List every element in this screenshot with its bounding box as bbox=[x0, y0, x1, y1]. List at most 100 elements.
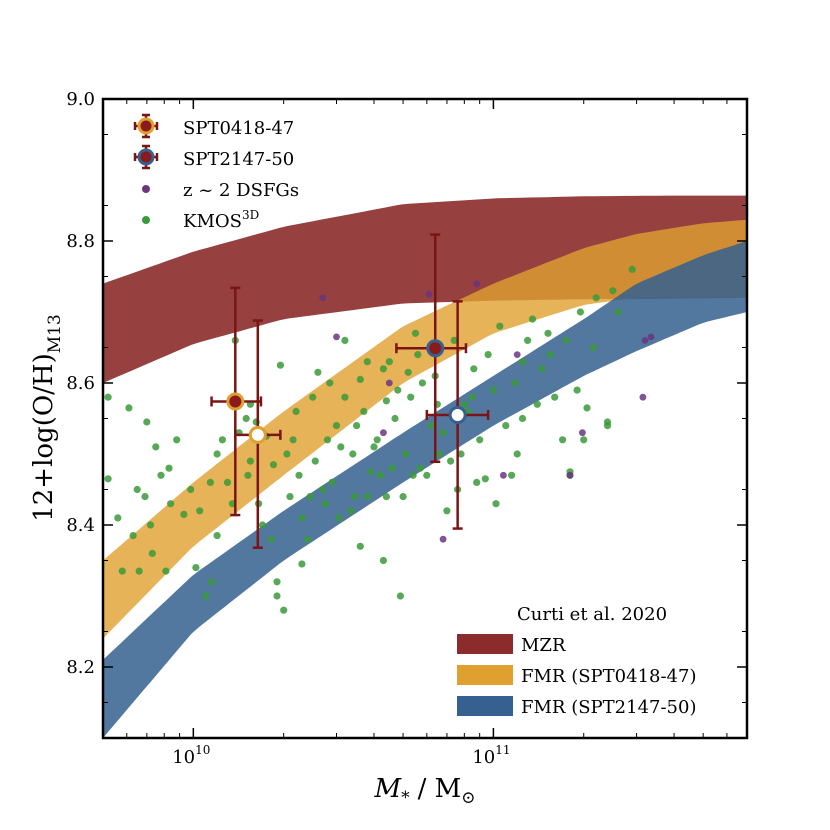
scatter-layer bbox=[104, 265, 655, 614]
x-tick-label: 1011 bbox=[472, 743, 510, 768]
kmos3d-point bbox=[283, 450, 291, 458]
kmos3d-point bbox=[337, 443, 345, 451]
measurement-marker bbox=[426, 339, 445, 358]
kmos3d-point bbox=[289, 436, 297, 444]
dsfg-point bbox=[579, 429, 586, 437]
kmos3d-point bbox=[276, 361, 284, 369]
kmos3d-point bbox=[373, 436, 381, 444]
dsfg-point bbox=[639, 393, 647, 401]
band-1 bbox=[103, 219, 747, 639]
kmos3d-point bbox=[562, 336, 570, 344]
kmos3d-point bbox=[356, 542, 364, 550]
band-2 bbox=[103, 241, 747, 738]
legend-top: SPT0418-47 SPT2147-50 z ~ 2 DSFGs KMOS3D bbox=[133, 113, 299, 232]
legend-label-fmr-spt2147: FMR (SPT2147-50) bbox=[521, 697, 696, 718]
legend-swatch-fmr-spt2147 bbox=[457, 696, 513, 716]
kmos3d-point bbox=[286, 493, 294, 501]
kmos3d-point bbox=[457, 450, 465, 458]
kmos3d-point bbox=[544, 329, 552, 337]
legend-bottom-title: Curti et al. 2020 bbox=[517, 604, 667, 625]
kmos3d-point bbox=[196, 507, 204, 515]
dsfg-point bbox=[473, 280, 481, 287]
kmos3d-point bbox=[314, 368, 322, 376]
kmos3d-point bbox=[492, 500, 500, 508]
kmos3d-point bbox=[484, 351, 492, 359]
legend-bottom: Curti et al. 2020 MZR FMR (SPT0418-47) F… bbox=[457, 604, 696, 718]
kmos3d-point bbox=[439, 429, 447, 437]
legend-swatch-mzr bbox=[457, 634, 513, 654]
kmos3d-point bbox=[538, 365, 546, 373]
kmos3d-point bbox=[416, 464, 424, 472]
kmos3d-point bbox=[353, 422, 361, 430]
legend-kmos-dot bbox=[142, 216, 150, 224]
dsfg-point bbox=[333, 333, 340, 341]
measurement-marker bbox=[448, 405, 467, 424]
kmos3d-point bbox=[311, 457, 319, 465]
kmos3d-point bbox=[407, 393, 415, 401]
axis-ticks: 8.2 8.4 8.6 8.8 9.0 1010 1011 bbox=[66, 89, 748, 768]
kmos3d-point bbox=[321, 500, 329, 508]
kmos3d-point bbox=[376, 471, 384, 479]
kmos3d-point bbox=[379, 556, 387, 565]
kmos3d-point bbox=[244, 471, 252, 479]
kmos3d-point bbox=[435, 450, 443, 458]
kmos3d-point bbox=[409, 471, 417, 479]
kmos3d-point bbox=[609, 287, 617, 295]
kmos3d-point bbox=[157, 471, 165, 479]
measurement-spt0418-47-open- bbox=[234, 319, 282, 549]
legend-marker bbox=[137, 117, 155, 135]
kmos3d-point bbox=[269, 461, 278, 469]
kmos3d-point bbox=[295, 471, 303, 479]
kmos3d-point bbox=[280, 606, 288, 614]
kmos3d-point bbox=[370, 443, 378, 451]
y-axis-label-main: 12+log(O/H) bbox=[29, 353, 59, 522]
legend-label-kmos-main: KMOS bbox=[183, 211, 242, 232]
kmos3d-point bbox=[379, 365, 387, 373]
kmos3d-point bbox=[382, 397, 390, 405]
kmos3d-point bbox=[202, 592, 210, 600]
kmos3d-point bbox=[518, 414, 527, 423]
y-tick-label: 9.0 bbox=[66, 89, 95, 110]
kmos3d-point bbox=[411, 329, 420, 337]
legend-top-symbols bbox=[133, 113, 159, 224]
kmos3d-point bbox=[267, 535, 275, 543]
y-tick-label: 8.8 bbox=[66, 231, 95, 252]
kmos3d-point bbox=[559, 436, 567, 444]
kmos3d-point bbox=[360, 407, 368, 415]
kmos3d-point bbox=[382, 493, 390, 501]
legend-label-kmos-sup: 3D bbox=[242, 208, 259, 222]
kmos3d-point bbox=[323, 436, 332, 444]
kmos3d-point bbox=[292, 407, 300, 415]
kmos3d-point bbox=[394, 386, 402, 394]
kmos3d-point bbox=[146, 521, 155, 529]
kmos3d-point bbox=[143, 418, 151, 426]
measurement-marker bbox=[226, 392, 245, 411]
kmos3d-point bbox=[399, 493, 407, 501]
kmos3d-point bbox=[165, 464, 173, 472]
kmos3d-point bbox=[391, 414, 399, 423]
kmos3d-point bbox=[356, 375, 364, 383]
kmos3d-point bbox=[192, 564, 200, 572]
kmos3d-point bbox=[443, 507, 451, 515]
kmos3d-point bbox=[349, 450, 357, 458]
kmos3d-point bbox=[592, 294, 600, 302]
kmos3d-point bbox=[589, 343, 597, 352]
kmos3d-point bbox=[341, 336, 349, 344]
kmos3d-point bbox=[511, 379, 519, 387]
kmos3d-point bbox=[351, 493, 359, 501]
kmos3d-point bbox=[303, 535, 311, 543]
kmos3d-point bbox=[218, 436, 226, 444]
dsfg-point bbox=[385, 379, 393, 387]
kmos3d-point bbox=[223, 478, 232, 486]
x-axis-label: M* / M⊙ bbox=[373, 774, 475, 808]
kmos3d-point bbox=[414, 351, 422, 359]
kmos3d-point bbox=[404, 368, 412, 376]
kmos3d-point bbox=[213, 532, 221, 540]
kmos3d-point bbox=[470, 365, 478, 373]
band-0 bbox=[103, 195, 747, 383]
kmos3d-point bbox=[396, 592, 404, 600]
legend-marker bbox=[137, 148, 155, 166]
kmos3d-point bbox=[306, 493, 314, 501]
kmos3d-point bbox=[385, 358, 393, 366]
kmos3d-point bbox=[473, 478, 481, 486]
